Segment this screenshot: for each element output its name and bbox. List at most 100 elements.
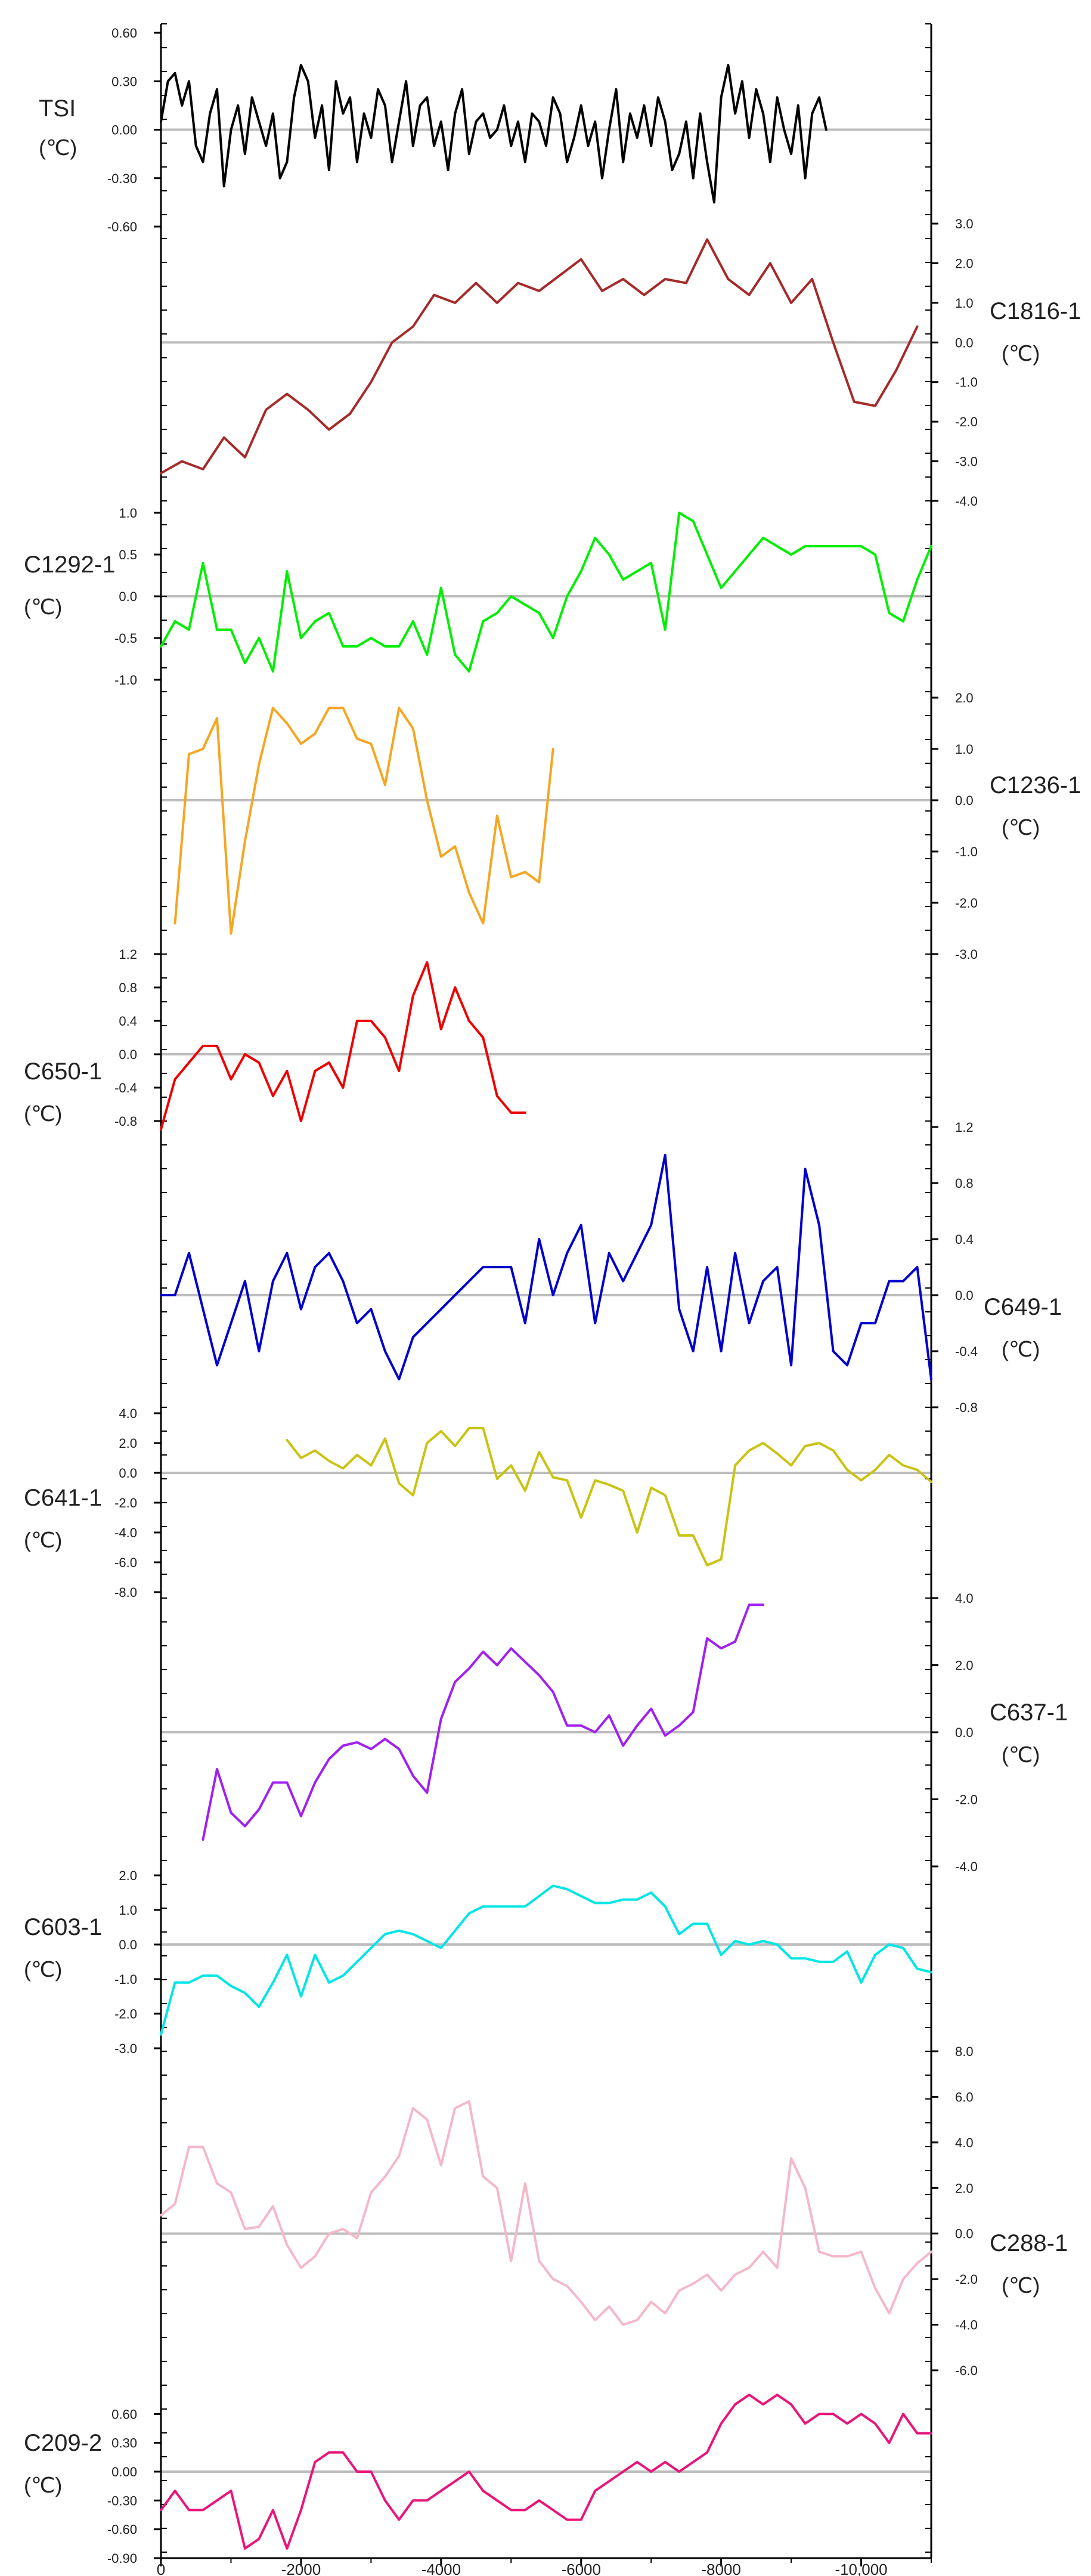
series-line-C1236-1	[173, 707, 554, 935]
y-tick-label-C641-1: -4.0	[114, 1525, 137, 1540]
series-unit-C649-1: (℃)	[1002, 1337, 1040, 1361]
series-line-C641-1	[286, 1427, 932, 1566]
y-tick-label-C288-1: -6.0	[955, 2363, 978, 2378]
series-name-C649-1: C649-1	[984, 1294, 1062, 1320]
y-tick-label-C637-1: 2.0	[955, 1658, 974, 1673]
y-tick-label-C603-1: 2.0	[119, 1868, 137, 1883]
y-tick-label-C650-1: 0.0	[119, 1047, 137, 1062]
series-name-C637-1: C637-1	[990, 1699, 1068, 1726]
y-tick-label-C641-1: 2.0	[119, 1436, 137, 1451]
series-line-C1816-1	[160, 238, 919, 475]
zero-lines	[161, 128, 931, 2473]
series-unit-C209-2: (℃)	[24, 2473, 62, 2497]
labels: 0 -2000 -4000 -6000 -8000 -10,0000.600.300.00…	[24, 26, 1081, 2576]
y-tick-label-C603-1: -2.0	[114, 2007, 137, 2021]
y-tick-label-C288-1: -2.0	[955, 2272, 978, 2287]
series-unit-C288-1: (℃)	[1002, 2273, 1040, 2298]
y-tick-label-C209-2: 0.00	[111, 2464, 137, 2479]
y-tick-label-C650-1: 0.8	[119, 980, 137, 995]
series-line-C603-1	[160, 1884, 932, 2036]
series-line-C649-1	[160, 1154, 932, 1380]
y-tick-label-C1816-1: 3.0	[955, 216, 974, 231]
series-unit-C603-1: (℃)	[24, 1957, 62, 1981]
series-unit-C1816-1: (℃)	[1002, 341, 1040, 366]
series-line-C288-1	[160, 2100, 932, 2326]
y-tick-label-C603-1: -3.0	[114, 2041, 137, 2056]
series-line-C637-1	[202, 1603, 765, 1841]
series-line-TSI	[160, 64, 827, 204]
y-tick-label-C1816-1: -3.0	[955, 454, 978, 469]
y-tick-label-C603-1: 0.0	[119, 1937, 137, 1952]
y-tick-label-TSI: -0.30	[107, 171, 137, 186]
y-tick-label-C649-1: -0.4	[955, 1344, 978, 1359]
series-name-C209-2: C209-2	[24, 2430, 102, 2456]
y-tick-label-C650-1: 0.4	[119, 1014, 137, 1029]
y-tick-label-C649-1: -0.8	[955, 1400, 978, 1415]
y-tick-label-C288-1: 2.0	[955, 2181, 974, 2196]
series-name-C641-1: C641-1	[24, 1485, 102, 1511]
y-tick-label-C209-2: -0.90	[107, 2551, 137, 2566]
y-tick-label-C288-1: -4.0	[955, 2318, 978, 2333]
x-axis-tick-label: -8000	[701, 2560, 741, 2576]
y-tick-label-C637-1: 0.0	[955, 1725, 974, 1740]
y-tick-label-C288-1: 4.0	[955, 2135, 974, 2150]
y-tick-label-C641-1: 4.0	[119, 1406, 137, 1421]
y-tick-label-TSI: 0.60	[111, 26, 137, 41]
y-tick-label-C209-2: 0.60	[111, 2407, 137, 2422]
x-axis-tick-label: -6000	[561, 2560, 601, 2576]
series-unit-C641-1: (℃)	[24, 1528, 62, 1552]
y-tick-label-C1816-1: 2.0	[955, 256, 974, 271]
y-tick-label-C649-1: 0.4	[955, 1232, 974, 1247]
series-name-TSI: TSI	[39, 95, 76, 122]
y-tick-label-C637-1: -2.0	[955, 1792, 978, 1807]
y-tick-label-C637-1: 4.0	[955, 1591, 974, 1606]
x-axis-tick-label: -2000	[281, 2560, 321, 2576]
y-tick-label-C1816-1: 1.0	[955, 296, 974, 311]
y-tick-label-C288-1: 0.0	[955, 2227, 974, 2241]
y-tick-label-C641-1: 0.0	[119, 1466, 137, 1481]
series-unit-TSI: (℃)	[39, 135, 77, 160]
y-tick-label-C650-1: -0.8	[114, 1114, 137, 1129]
y-tick-label-C1236-1: -3.0	[955, 947, 978, 962]
y-tick-label-TSI: 0.30	[111, 74, 137, 89]
y-tick-label-C1292-1: 1.0	[119, 506, 137, 521]
y-tick-label-C209-2: 0.30	[111, 2436, 137, 2451]
y-tick-label-C1236-1: -2.0	[955, 896, 978, 911]
axes	[154, 23, 938, 2566]
y-tick-label-C1236-1: 1.0	[955, 742, 974, 757]
series-unit-C650-1: (℃)	[24, 1101, 62, 1126]
y-tick-label-C603-1: 1.0	[119, 1903, 137, 1918]
y-tick-label-C637-1: -4.0	[955, 1859, 978, 1874]
y-tick-label-C649-1: 1.2	[955, 1120, 974, 1135]
y-tick-label-C649-1: 0.8	[955, 1176, 974, 1191]
series-name-C1816-1: C1816-1	[990, 298, 1081, 324]
series-unit-C1236-1: (℃)	[1002, 815, 1040, 840]
y-tick-label-C1292-1: 0.0	[119, 589, 137, 604]
x-axis-tick-label: -4000	[421, 2560, 461, 2576]
series-name-C1236-1: C1236-1	[990, 772, 1081, 798]
series-name-C288-1: C288-1	[990, 2230, 1068, 2256]
y-tick-label-C1236-1: 0.0	[955, 793, 974, 808]
y-tick-label-TSI: -0.60	[107, 219, 137, 234]
y-tick-label-C641-1: -2.0	[114, 1496, 137, 1510]
x-axis-tick-label: -10,000	[835, 2560, 887, 2576]
y-tick-label-C603-1: -1.0	[114, 1972, 137, 1987]
y-tick-label-C641-1: -8.0	[114, 1585, 137, 1600]
y-tick-label-C1816-1: -2.0	[955, 414, 978, 429]
y-tick-label-C1292-1: -0.5	[114, 631, 137, 646]
series-line-C1292-1	[160, 512, 932, 673]
y-tick-label-C1236-1: 2.0	[955, 691, 974, 705]
y-tick-label-C1816-1: -4.0	[955, 494, 978, 509]
y-tick-label-C288-1: 8.0	[955, 2044, 974, 2059]
y-tick-label-C209-2: -0.60	[107, 2522, 137, 2537]
series-name-C1292-1: C1292-1	[24, 552, 115, 578]
y-tick-label-TSI: 0.00	[111, 123, 137, 138]
y-tick-label-C1292-1: 0.5	[119, 547, 137, 562]
y-tick-label-C650-1: 1.2	[119, 947, 137, 962]
x-axis-tick-label: 0	[157, 2560, 165, 2576]
y-tick-label-C649-1: 0.0	[955, 1288, 974, 1303]
series-unit-C637-1: (℃)	[1002, 1742, 1040, 1767]
y-tick-label-C1816-1: -1.0	[955, 375, 978, 390]
